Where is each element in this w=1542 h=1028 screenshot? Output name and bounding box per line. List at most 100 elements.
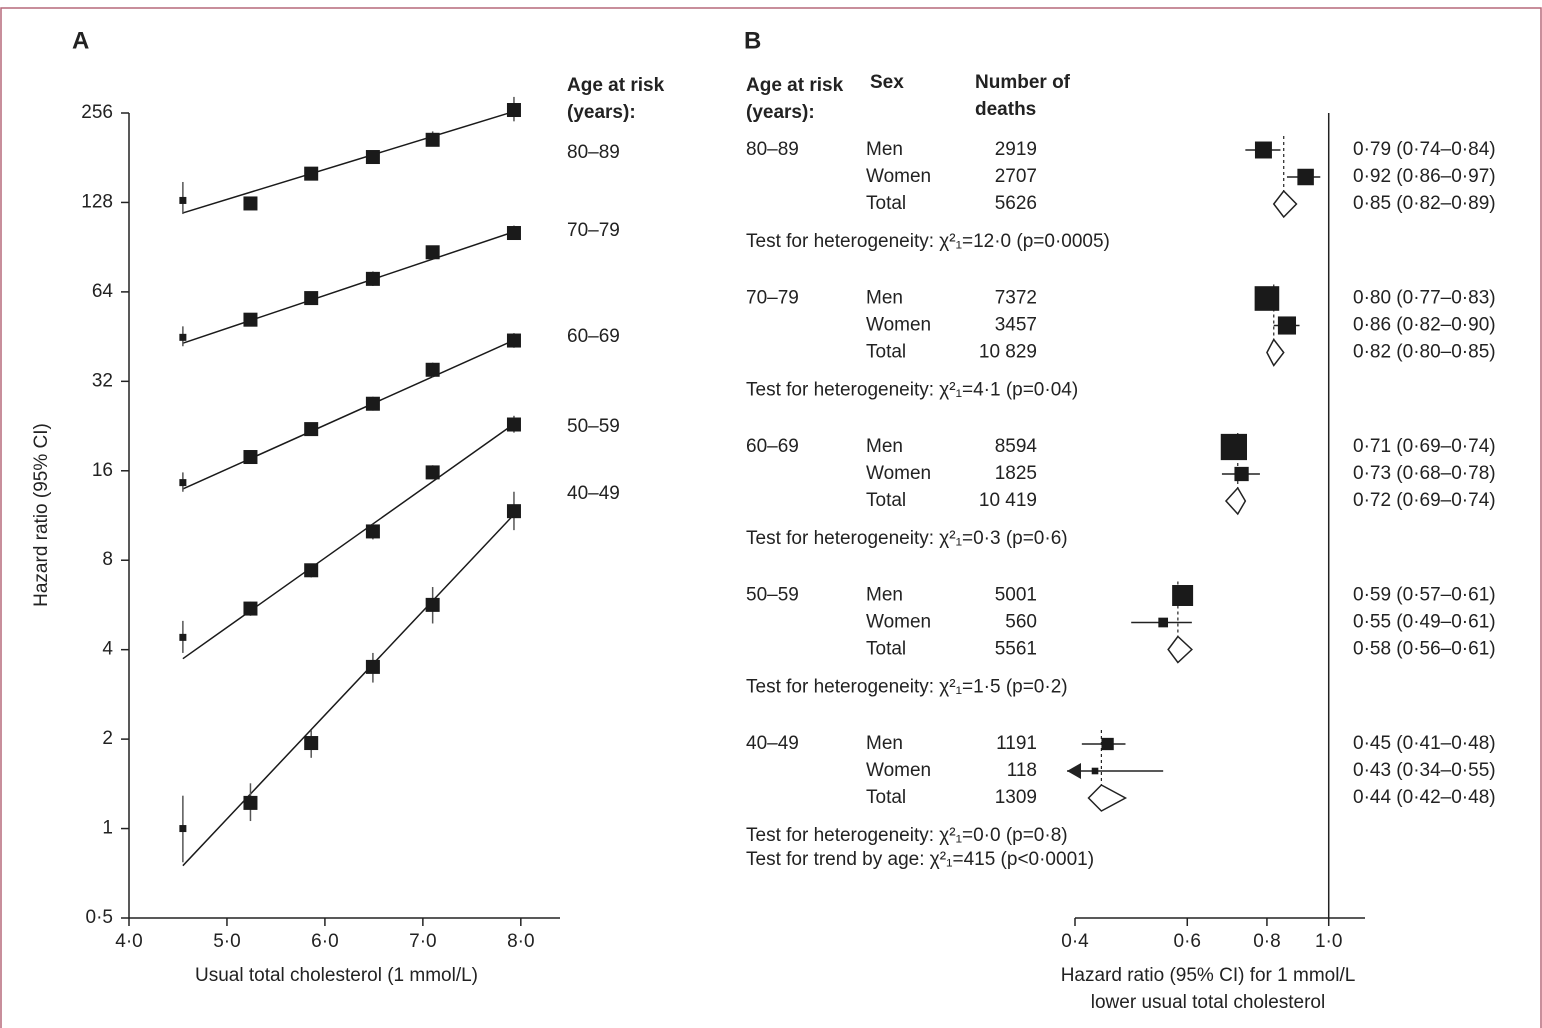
estimate-label: 0·73 (0·68–0·78) xyxy=(1353,463,1496,484)
point xyxy=(243,312,258,327)
fit-line xyxy=(182,231,515,344)
point xyxy=(506,333,521,348)
heterogeneity: Test for heterogeneity: χ²₁=12·0 (p=0·00… xyxy=(746,231,1110,252)
x-tick-label: 7·0 xyxy=(409,931,436,952)
deaths: 5626 xyxy=(995,193,1037,214)
total-diamond xyxy=(1087,784,1128,812)
point xyxy=(425,465,440,480)
age-group: 80–89 xyxy=(746,139,799,160)
fit-line xyxy=(182,423,515,660)
point xyxy=(179,633,187,641)
frame xyxy=(0,7,1542,1028)
deaths: 2919 xyxy=(995,139,1037,160)
heterogeneity: Test for heterogeneity: χ²₁=0·3 (p=0·6) xyxy=(746,528,1068,549)
ci-arrow xyxy=(1067,763,1081,779)
deaths: 5001 xyxy=(995,585,1037,606)
point xyxy=(506,504,521,519)
total-diamond xyxy=(1167,635,1193,664)
estimate-square xyxy=(1101,737,1114,751)
x-tick-label: 1·0 xyxy=(1315,931,1342,952)
point xyxy=(365,524,380,539)
y-tick-label: 64 xyxy=(92,281,114,302)
deaths: 560 xyxy=(1005,612,1037,633)
deaths: 10 829 xyxy=(979,342,1037,363)
deaths: 5561 xyxy=(995,639,1037,660)
point xyxy=(365,150,380,165)
deaths: 1309 xyxy=(995,787,1037,808)
x-tick-label: 5·0 xyxy=(213,931,240,952)
y-axis-title: Hazard ratio (95% CI) xyxy=(31,423,52,607)
y-tick-label: 8 xyxy=(102,549,113,570)
series-label: 80–89 xyxy=(567,142,620,163)
sex: Women xyxy=(866,463,931,484)
sex: Men xyxy=(866,436,903,457)
y-tick-label: 128 xyxy=(81,191,113,212)
y-tick-label: 0·5 xyxy=(86,907,113,928)
sex: Women xyxy=(866,166,931,187)
point xyxy=(365,396,380,411)
estimate-label: 0·43 (0·34–0·55) xyxy=(1353,760,1496,781)
y-tick-label: 16 xyxy=(92,460,113,481)
header: Age at risk xyxy=(746,75,844,96)
point xyxy=(304,291,319,306)
estimate-label: 0·79 (0·74–0·84) xyxy=(1353,139,1496,160)
point xyxy=(243,795,258,810)
estimate-square xyxy=(1254,286,1280,311)
estimate-label: 0·45 (0·41–0·48) xyxy=(1353,733,1496,754)
trend-test: Test for trend by age: χ²₁=415 (p<0·0001… xyxy=(746,849,1094,870)
sex: Women xyxy=(866,612,931,633)
x-tick-label: 0·6 xyxy=(1174,931,1201,952)
estimate-label: 0·82 (0·80–0·85) xyxy=(1353,342,1496,363)
estimate-square xyxy=(1297,168,1314,186)
estimate-square xyxy=(1172,585,1194,606)
age-group: 60–69 xyxy=(746,436,799,457)
point xyxy=(179,333,187,341)
estimate-label: 0·85 (0·82–0·89) xyxy=(1353,193,1496,214)
panel-label: A xyxy=(72,27,89,54)
sex: Men xyxy=(866,585,903,606)
sex: Men xyxy=(866,733,903,754)
point xyxy=(425,132,440,147)
sex: Total xyxy=(866,342,906,363)
sex: Men xyxy=(866,288,903,309)
series-label: 50–59 xyxy=(567,416,620,437)
x-axis-title: Hazard ratio (95% CI) for 1 mmol/L xyxy=(1061,965,1356,986)
age-group: 50–59 xyxy=(746,585,799,606)
header: (years): xyxy=(746,102,815,123)
fit-line xyxy=(182,110,515,214)
estimate-square xyxy=(1277,316,1297,335)
fit-line xyxy=(182,339,515,490)
age-group: 70–79 xyxy=(746,288,799,309)
point xyxy=(304,166,319,181)
deaths: 3457 xyxy=(995,315,1037,336)
sex: Women xyxy=(866,760,931,781)
estimate-square xyxy=(1091,767,1099,775)
point xyxy=(425,362,440,377)
fit-line xyxy=(182,514,515,867)
series-label: 70–79 xyxy=(567,220,620,241)
point xyxy=(243,196,258,211)
point xyxy=(365,271,380,286)
estimate-label: 0·59 (0·57–0·61) xyxy=(1353,585,1496,606)
deaths: 118 xyxy=(1007,760,1037,781)
y-tick-label: 2 xyxy=(102,728,113,749)
header: deaths xyxy=(975,99,1036,120)
point xyxy=(304,563,319,578)
point xyxy=(365,659,380,674)
heterogeneity: Test for heterogeneity: χ²₁=4·1 (p=0·04) xyxy=(746,380,1078,401)
x-axis-title: lower usual total cholesterol xyxy=(1091,992,1325,1013)
point xyxy=(304,736,319,751)
estimate-label: 0·55 (0·49–0·61) xyxy=(1353,612,1496,633)
y-tick-label: 32 xyxy=(92,370,113,391)
deaths: 1825 xyxy=(995,463,1037,484)
sex: Total xyxy=(866,639,906,660)
legend-title: Age at risk xyxy=(567,75,665,96)
deaths: 8594 xyxy=(995,436,1038,457)
sex: Men xyxy=(866,139,903,160)
point xyxy=(243,450,258,465)
y-tick-label: 256 xyxy=(81,102,113,123)
point xyxy=(243,601,258,616)
age-group: 40–49 xyxy=(746,733,799,754)
point xyxy=(506,103,521,118)
